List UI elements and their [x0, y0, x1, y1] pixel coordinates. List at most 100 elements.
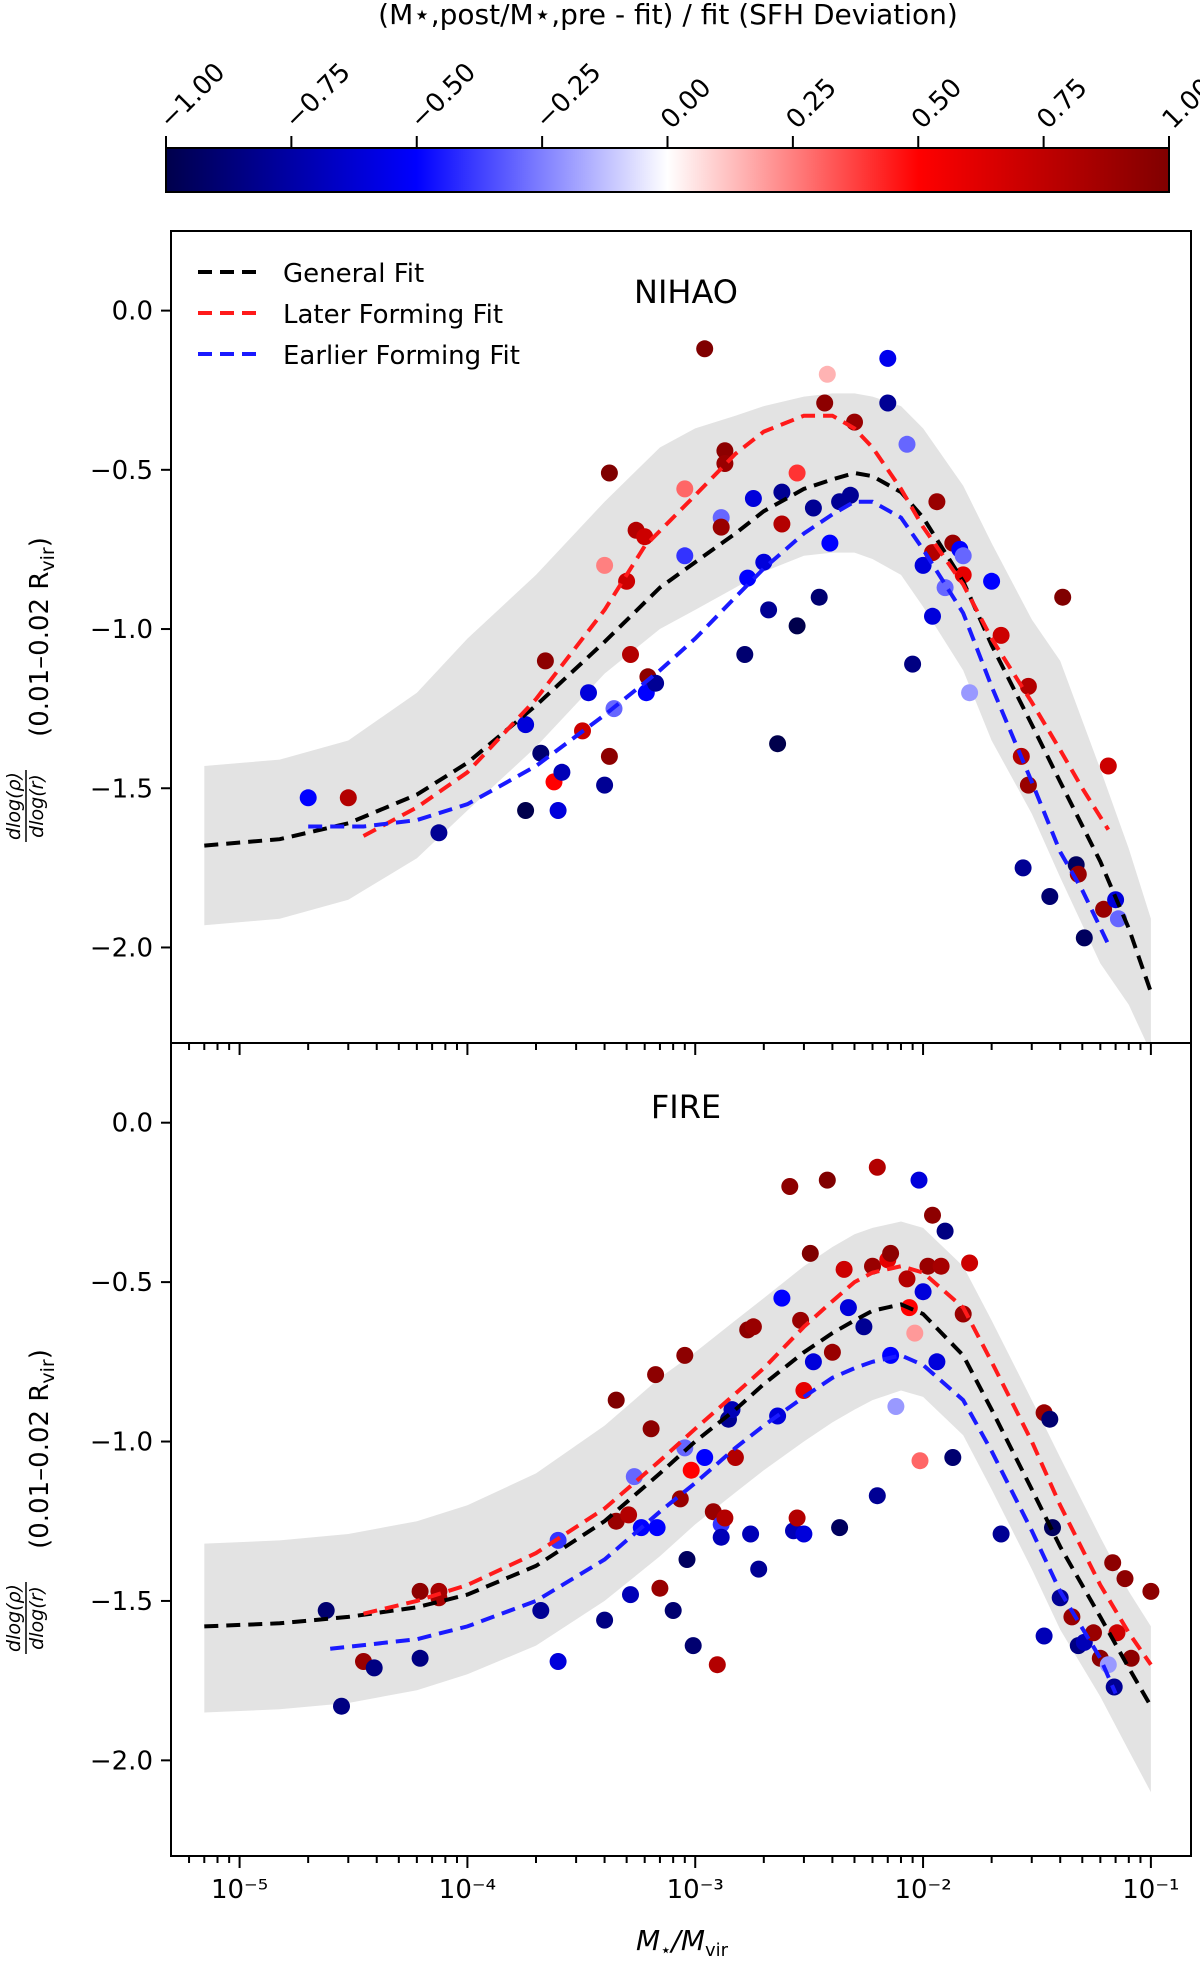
data-point [1041, 888, 1059, 905]
y-tick-label: −2.0 [90, 933, 153, 963]
data-point [781, 1178, 799, 1195]
data-point [742, 1525, 760, 1543]
colorbar-tick-label: 0.00 [655, 73, 717, 135]
data-point [1075, 929, 1093, 947]
data-point [549, 1653, 567, 1670]
data-point [1095, 900, 1113, 918]
colorbar-gradient [165, 147, 1170, 193]
data-point [333, 1697, 350, 1715]
data-point [928, 493, 946, 511]
data-point [411, 1582, 429, 1600]
data-point [647, 1366, 665, 1384]
x-tick-label: 10⁻² [894, 1875, 951, 1905]
data-point [600, 747, 618, 765]
data-point [788, 464, 806, 482]
data-point [317, 1602, 335, 1619]
data-point [622, 1586, 639, 1604]
data-point [1014, 859, 1032, 877]
data-point [804, 1353, 822, 1371]
data-point [898, 435, 916, 453]
data-point [1099, 1656, 1117, 1674]
data-point [818, 365, 836, 383]
data-point [961, 684, 979, 702]
colorbar-tick-label: −0.50 [404, 57, 482, 135]
data-point [818, 1171, 836, 1189]
data-point [992, 1525, 1010, 1543]
data-point [816, 394, 834, 412]
data-point [810, 588, 828, 606]
fit-line [329, 1353, 1118, 1695]
data-point [580, 684, 597, 702]
data-point [924, 607, 941, 625]
data-point [769, 735, 787, 753]
data-point [517, 802, 535, 819]
panel-title-fire: FIRE [651, 1088, 721, 1126]
data-point [821, 534, 839, 552]
svg-text:dlog(ρ): dlog(ρ) [3, 1584, 25, 1652]
data-point [618, 572, 636, 590]
data-point [1116, 1570, 1134, 1588]
data-point [911, 1452, 929, 1470]
data-point [835, 1260, 853, 1278]
data-point [924, 1206, 941, 1224]
data-point [716, 442, 734, 460]
fit-line [204, 470, 1153, 993]
data-point [1054, 588, 1072, 606]
data-point [839, 1299, 857, 1317]
data-point [914, 1283, 932, 1301]
data-point [954, 566, 972, 584]
data-point [868, 1158, 886, 1176]
data-point [536, 652, 554, 670]
data-point [773, 1289, 791, 1307]
data-point [607, 1391, 625, 1409]
data-point [992, 626, 1010, 644]
data-point [831, 1519, 849, 1537]
data-point [676, 1346, 694, 1364]
y-axis-label-top: (0.01–0.02 Rvir) [25, 537, 59, 737]
data-point [651, 1579, 669, 1597]
data-point [1019, 677, 1037, 695]
x-tick-label: 10⁻³ [667, 1875, 724, 1905]
data-point [919, 1257, 937, 1275]
data-point [1051, 1589, 1069, 1607]
colorbar-tick-label: −0.25 [530, 57, 608, 135]
data-point [755, 553, 773, 571]
data-point [1063, 1608, 1081, 1626]
data-point [961, 1254, 979, 1272]
legend-label-later: Later Forming Fit [283, 300, 503, 330]
data-point [299, 789, 317, 807]
data-point [887, 1398, 905, 1415]
data-point [696, 340, 714, 358]
data-point [910, 1171, 928, 1189]
data-point [1099, 757, 1117, 775]
data-point [868, 1487, 886, 1505]
data-point [549, 802, 567, 819]
x-tick-label: 10⁻⁵ [211, 1875, 268, 1905]
data-point [944, 1449, 962, 1466]
data-point [1019, 776, 1037, 794]
data-point [596, 1611, 614, 1629]
legend-label-general: General Fit [283, 259, 424, 289]
x-tick-label: 10⁻¹ [1122, 1875, 1179, 1905]
data-point [932, 1257, 950, 1275]
data-point [676, 547, 694, 565]
data-point [726, 1449, 744, 1466]
data-point [804, 499, 822, 517]
fit-line [362, 413, 1110, 838]
x-tick-label: 10⁻⁴ [439, 1875, 496, 1905]
data-point [708, 1656, 726, 1674]
colorbar-tick-label: −1.00 [154, 57, 232, 135]
data-point [712, 518, 730, 536]
y-tick-label: −2.0 [90, 1746, 153, 1776]
data-point [739, 569, 757, 587]
panel-nihao: NIHAO 0.0 −0.5 −1.0 −1.5 −2.0 (0.01–0.02 Rvi… [3, 230, 1192, 1055]
data-point [983, 572, 1001, 590]
y-tick-label: 0.0 [112, 1109, 153, 1139]
y-axis-label-bottom: (0.01–0.02 Rvir) [25, 1349, 59, 1549]
colorbar-tick-label: 0.50 [906, 73, 968, 135]
data-point [1142, 1582, 1160, 1600]
data-point [1035, 1627, 1053, 1645]
legend: General Fit Later Forming Fit Earlier Fo… [198, 259, 520, 371]
data-point [750, 1560, 768, 1578]
colorbar-tick-label: 1.00 [1157, 73, 1200, 135]
